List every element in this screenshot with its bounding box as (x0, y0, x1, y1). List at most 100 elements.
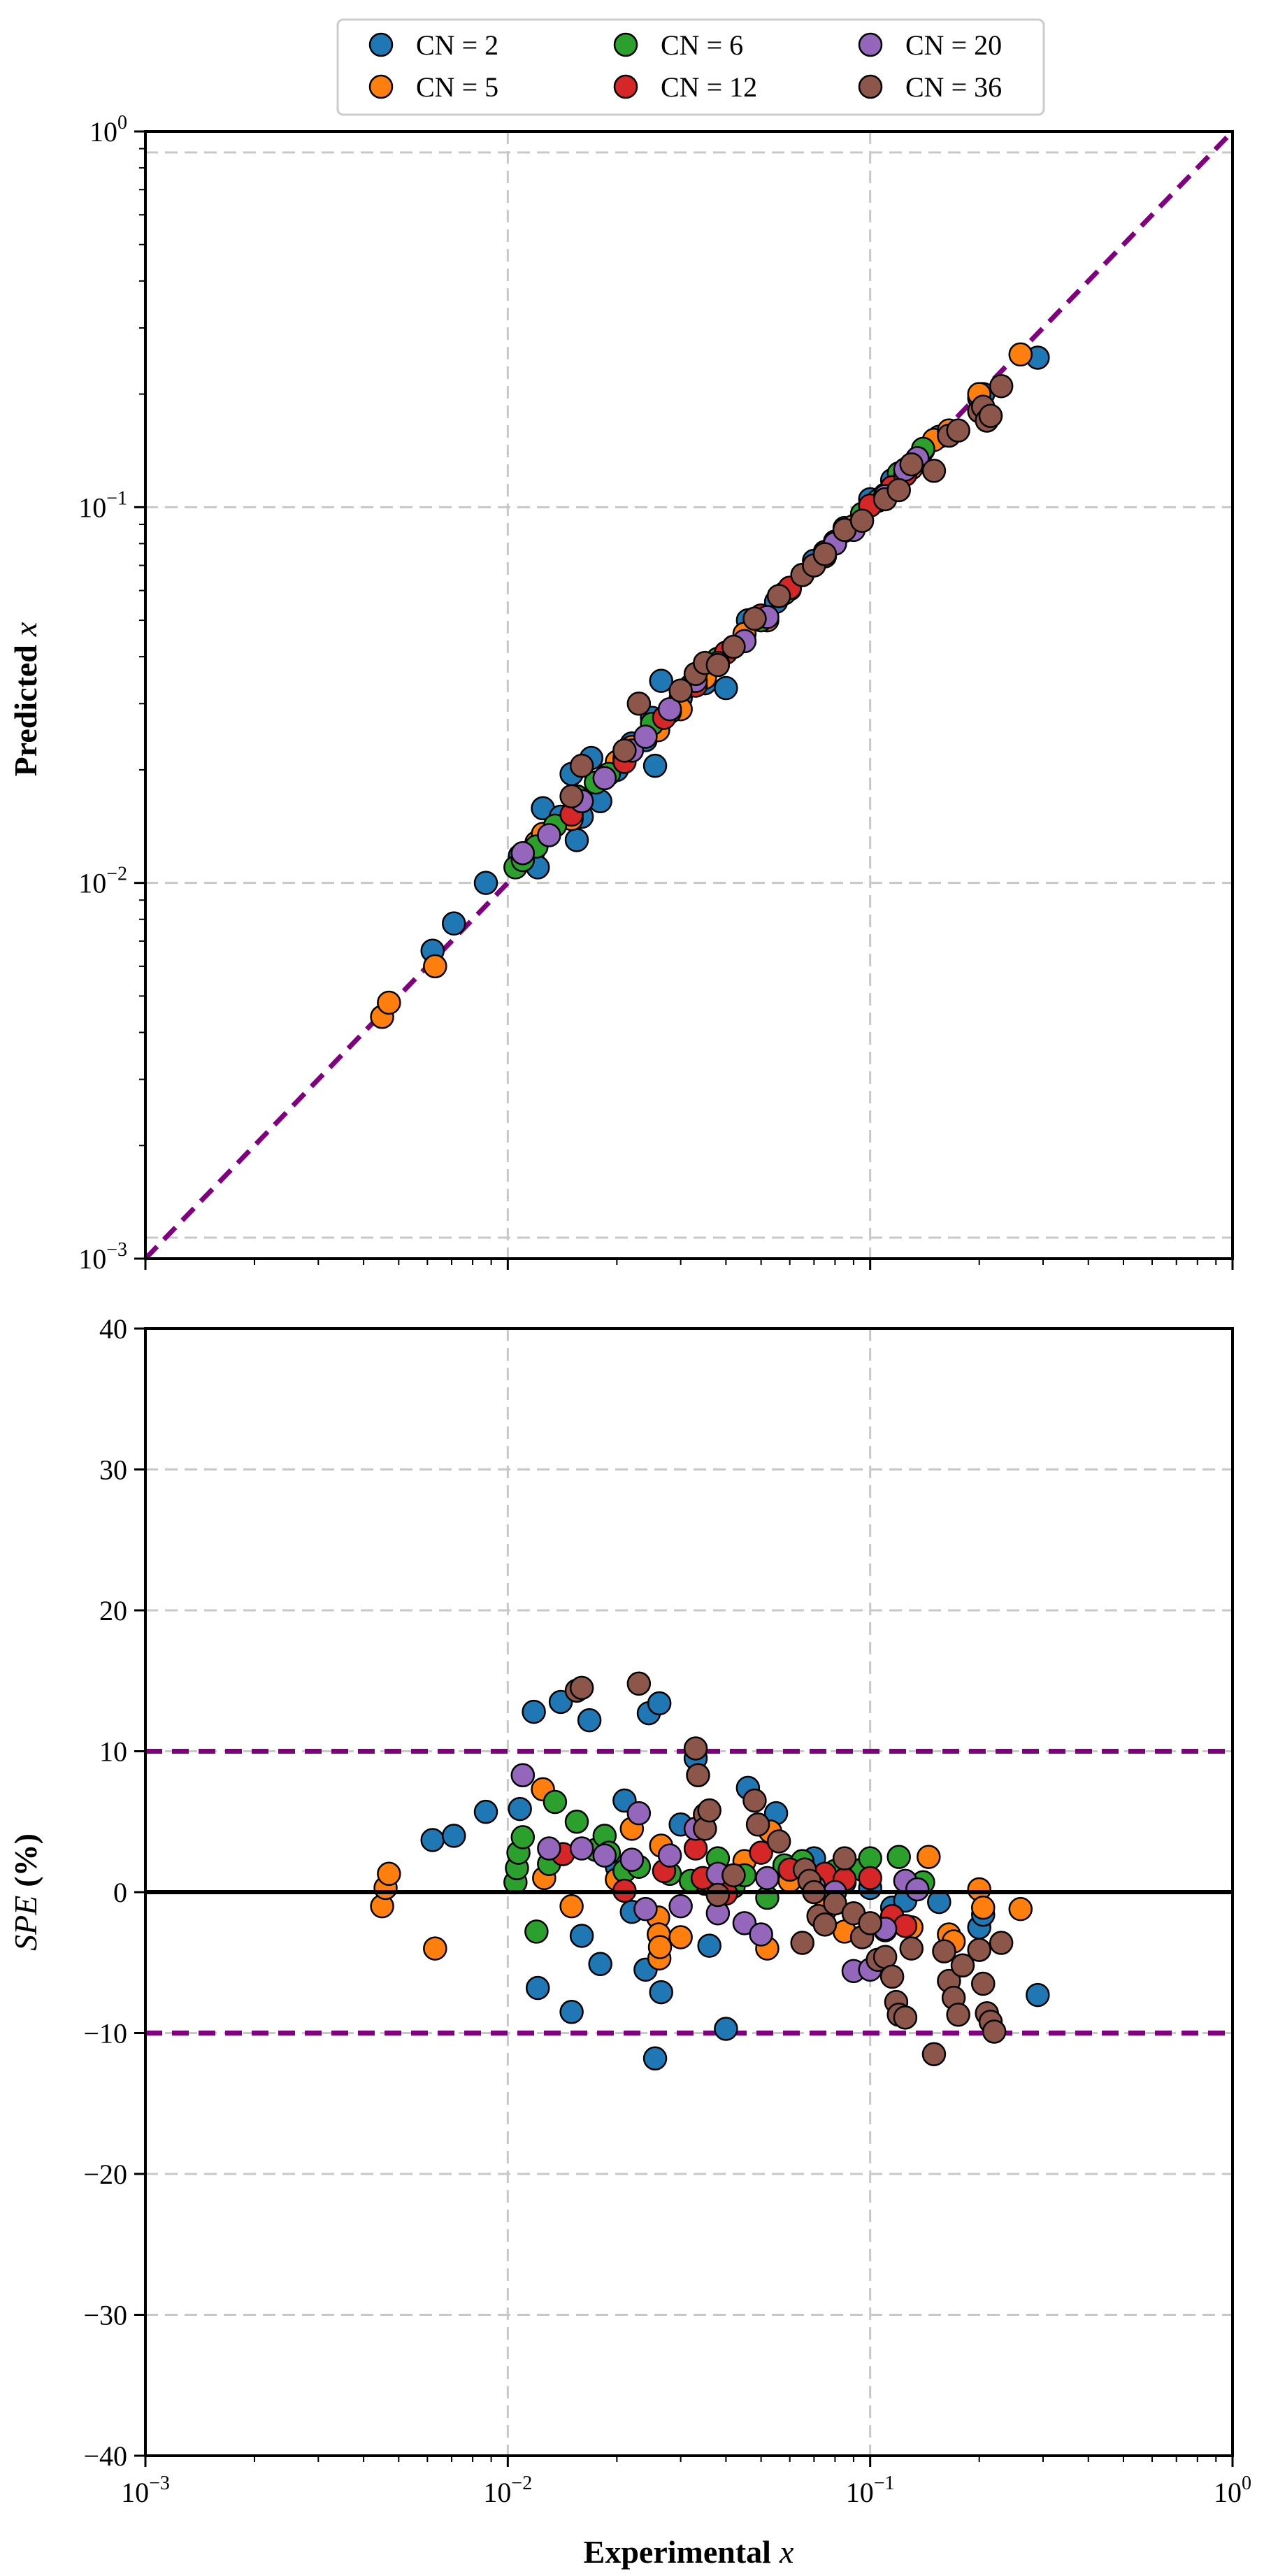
spe-y-axis-label-unit: (%) (8, 1833, 43, 1887)
spe-point-CN20 (537, 1836, 561, 1861)
parity-point-CN36 (899, 452, 924, 477)
parity-point-CN2 (649, 668, 673, 693)
parity-ytick-label: 100 (89, 112, 127, 148)
parity-points (370, 342, 1050, 1029)
spe-point-CN20 (657, 1843, 682, 1868)
parity-point-CN36 (742, 606, 767, 631)
spe-x-axis-label: Experimental x (584, 2534, 794, 2570)
parity-ytick-base: 10 (78, 868, 106, 899)
spe-ytick-label: 40 (99, 1313, 127, 1345)
spe-point-CN2 (559, 2000, 584, 2024)
spe-point-CN2 (473, 1799, 498, 1824)
spe-point-CN36 (569, 1675, 594, 1701)
spe-point-CN36 (705, 1882, 731, 1908)
spe-point-CN36 (697, 1798, 721, 1823)
parity-y-axis-label-var: x (8, 622, 43, 637)
parity-point-CN2 (642, 753, 668, 778)
spe-point-CN2 (569, 1924, 594, 1948)
parity-point-CN2 (564, 828, 589, 852)
parity-point-CN20 (592, 766, 617, 791)
parity-ytick-label: 10−1 (78, 487, 127, 523)
spe-xtick-exp: −2 (511, 2473, 532, 2494)
parity-ytick-label: 10−3 (78, 1239, 127, 1275)
spe-point-CN36 (766, 1829, 791, 1854)
spe-point-CN2 (649, 1980, 673, 2005)
spe-point-CN5 (917, 1845, 941, 1869)
spe-point-CN20 (732, 1911, 757, 1935)
legend: CN = 2 CN = 5 CN = 6 CN = 12 CN = 20 CN = 36 (336, 18, 1045, 116)
parity-point-CN36 (812, 542, 838, 566)
spe-xtick-label: 10−3 (121, 2473, 170, 2508)
spe-point-CN36 (745, 1812, 770, 1837)
spe-point-CN20 (905, 1877, 930, 1902)
spe-point-CN36 (812, 1912, 838, 1937)
spe-point-CN36 (626, 1671, 652, 1696)
spe-point-CN20 (619, 1847, 645, 1872)
parity-point-CN36 (668, 678, 693, 703)
spe-xtick-base: 10 (483, 2477, 511, 2508)
spe-xtick-exp: −1 (874, 2473, 895, 2494)
legend-label-CN36: CN = 36 (905, 71, 1002, 103)
parity-ytick-base: 10 (78, 1243, 106, 1275)
parity-point-CN36 (946, 418, 970, 443)
spe-point-CN36 (742, 1788, 767, 1813)
spe-xtick-exp: −3 (149, 2473, 170, 2494)
spe-xtick-base: 10 (1214, 2477, 1242, 2508)
parity-point-CN36 (705, 652, 731, 678)
parity-y-axis-label-text: Predicted (8, 645, 43, 777)
spe-point-CN6 (886, 1845, 911, 1869)
parity-ytick-base: 10 (78, 492, 106, 523)
spe-point-CN2 (697, 1933, 721, 1958)
spe-point-CN2 (525, 1975, 550, 2001)
legend-marker-CN20 (858, 32, 883, 57)
spe-point-CN5 (1008, 1896, 1033, 1922)
spe-point-CN2 (588, 1952, 612, 1977)
spe-point-CN12 (893, 1914, 918, 1938)
parity-y-axis-label: Predicted x (8, 622, 43, 776)
parity-point-CN36 (626, 692, 652, 716)
spe-point-CN36 (946, 2003, 970, 2027)
legend-marker-CN5 (368, 74, 394, 99)
spe-point-CN2 (420, 1828, 445, 1852)
parity-point-CN36 (921, 459, 947, 483)
spe-point-CN36 (921, 2042, 947, 2066)
spe-point-CN20 (569, 1836, 594, 1861)
spe-point-CN6 (524, 1919, 549, 1944)
parity-point-CN36 (978, 403, 1003, 428)
legend-marker-CN6 (613, 32, 638, 57)
legend-marker-CN36 (858, 74, 883, 99)
spe-point-CN5 (647, 1935, 673, 1959)
spe-y-axis-label: SPE (%) (8, 1833, 43, 1951)
spe-point-CN5 (971, 1895, 996, 1920)
spe-xtick-base: 10 (121, 2477, 149, 2508)
parity-point-CN5 (377, 990, 401, 1015)
spe-point-CN36 (967, 1938, 991, 1962)
spe-point-CN2 (441, 1824, 466, 1848)
spe-point-CN2 (714, 2017, 738, 2041)
spe-ytick-label: 30 (99, 1454, 127, 1486)
spe-point-CN20 (510, 1763, 536, 1788)
parity-ytick-exp: −3 (106, 1239, 127, 1261)
parity-point-CN36 (766, 584, 791, 608)
parity-grid (145, 131, 1233, 1259)
spe-ytick-label: −10 (83, 2018, 127, 2049)
spe-ytick-label: −40 (83, 2440, 127, 2472)
spe-point-CN6 (564, 1810, 589, 1834)
spe-point-CN5 (423, 1936, 447, 1961)
spe-point-CN12 (858, 1866, 882, 1891)
parity-point-CN5 (1008, 342, 1033, 367)
legend-marker-CN12 (613, 74, 638, 99)
parity-point-CN36 (569, 753, 594, 778)
legend-label-CN2: CN = 2 (416, 29, 498, 61)
spe-point-CN36 (971, 1971, 996, 1996)
spe-xtick-label: 100 (1214, 2473, 1251, 2508)
spe-point-CN36 (879, 1964, 905, 1989)
spe-point-CN36 (721, 1863, 746, 1888)
parity-point-CN5 (423, 954, 447, 979)
spe-xtick-base: 10 (846, 2477, 874, 2508)
spe-xtick-exp: 0 (1242, 2473, 1251, 2494)
spe-point-CN36 (858, 1911, 882, 1935)
spe-x-axis-label-var: x (779, 2534, 794, 2570)
